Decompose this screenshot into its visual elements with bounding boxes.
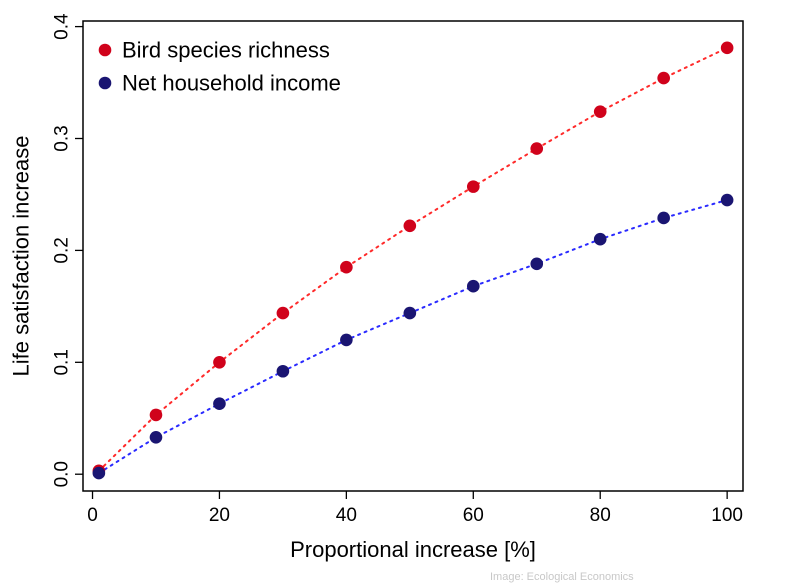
plot-frame xyxy=(82,20,744,492)
series-1-trend-line xyxy=(97,46,729,472)
series-2-point xyxy=(593,232,607,246)
y-tick-label: 0.1 xyxy=(52,349,73,375)
series-2-point xyxy=(720,193,734,207)
y-tick-label: 0.2 xyxy=(52,237,73,263)
series-2-point xyxy=(149,430,163,444)
y-axis-title: Life satisfaction increase xyxy=(9,136,34,377)
series-2-point xyxy=(403,306,417,320)
image-credit: Image: Ecological Economics xyxy=(490,571,634,583)
trend-lines xyxy=(97,46,729,475)
series-1-point xyxy=(403,219,417,233)
series-1-point xyxy=(213,356,226,369)
series-1-point xyxy=(657,71,670,85)
series-1-point xyxy=(720,41,734,55)
x-tick-label: 80 xyxy=(590,505,611,526)
y-tick-label: 0.3 xyxy=(52,125,73,151)
legend-marker xyxy=(98,43,112,57)
legend-label: Bird species richness xyxy=(122,38,330,63)
series-2-point xyxy=(657,211,670,225)
series-1-point xyxy=(340,260,353,274)
x-tick-label: 20 xyxy=(209,505,230,526)
series-1-point xyxy=(149,408,163,422)
series-2-point xyxy=(213,397,226,411)
x-axis: 0 20 40 60 80 100 xyxy=(87,491,743,526)
series-1-point xyxy=(530,142,544,155)
series-2-point xyxy=(340,333,353,347)
y-tick-label: 0.4 xyxy=(52,13,73,40)
x-tick-label: 100 xyxy=(711,505,743,526)
series-2-point xyxy=(530,257,544,271)
legend: Bird species richness Net household incom… xyxy=(98,38,341,96)
legend-label: Net household income xyxy=(122,71,341,96)
series-2-point xyxy=(466,279,480,293)
series-2-trend-line xyxy=(97,199,729,475)
x-tick-label: 60 xyxy=(463,505,484,526)
series-1-point xyxy=(466,180,480,193)
legend-marker xyxy=(98,76,112,90)
y-axis: 0.0 0.1 0.2 0.3 0.4 xyxy=(52,13,83,487)
x-tick-label: 0 xyxy=(87,505,98,526)
series-2-point xyxy=(92,466,106,480)
series-2-point xyxy=(276,364,290,378)
series-1-point xyxy=(593,105,607,118)
y-tick-label: 0.0 xyxy=(52,461,73,487)
data-points xyxy=(92,41,734,480)
x-tick-label: 40 xyxy=(336,505,357,526)
series-1-point xyxy=(276,306,290,320)
x-axis-title: Proportional increase [%] xyxy=(290,537,536,562)
